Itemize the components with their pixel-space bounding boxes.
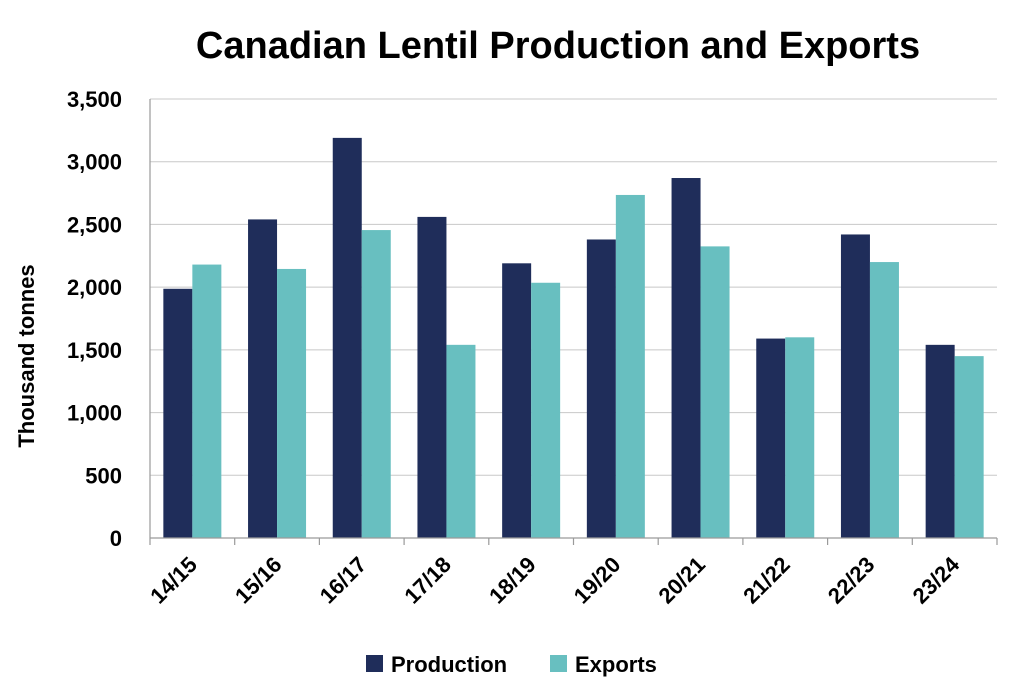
- chart-title: Canadian Lentil Production and Exports: [196, 25, 920, 67]
- bar-exports-23-24: [954, 356, 984, 538]
- x-tick-label: 22/23: [823, 552, 880, 609]
- bar-exports-17-18: [446, 344, 476, 538]
- x-tick-label: 23/24: [908, 551, 965, 608]
- bar-exports-19-20: [615, 194, 645, 538]
- y-tick-label: 3,500: [67, 87, 122, 112]
- bar-production-16-17: [332, 137, 362, 538]
- bar-production-20-21: [671, 178, 701, 538]
- x-axis-ticks: 14/15 15/16 16/17 17/18 18/19 19/20 20/21 21/22…: [145, 538, 998, 609]
- x-tick-label: 16/17: [315, 552, 372, 609]
- bar-production-18-19: [502, 263, 532, 538]
- bar-production-19-20: [586, 239, 616, 539]
- bar-exports-15-16: [277, 268, 307, 538]
- bars: [163, 137, 984, 539]
- legend-label-production: Production: [391, 652, 507, 677]
- x-tick-label: 21/22: [738, 552, 795, 609]
- legend: Production Exports: [366, 652, 657, 677]
- bar-exports-18-19: [531, 282, 561, 538]
- x-tick-label: 18/19: [484, 552, 541, 609]
- bar-exports-22-23: [869, 262, 899, 538]
- y-axis-ticks: 0 500 1,000 1,500 2,000 2,500 3,000 3,500: [67, 87, 122, 551]
- x-tick-label: 20/21: [653, 552, 710, 609]
- bar-exports-14-15: [192, 264, 222, 538]
- bar-production-15-16: [248, 219, 278, 538]
- x-tick-label: 14/15: [145, 552, 202, 609]
- y-tick-label: 500: [85, 463, 122, 488]
- x-tick-label: 15/16: [230, 552, 287, 609]
- bar-production-21-22: [756, 338, 786, 538]
- legend-swatch-exports: [550, 655, 567, 672]
- x-tick-label: 19/20: [569, 552, 626, 609]
- bar-production-22-23: [840, 234, 870, 538]
- y-tick-label: 3,000: [67, 150, 122, 175]
- bar-production-14-15: [163, 288, 193, 538]
- y-tick-label: 2,000: [67, 275, 122, 300]
- y-tick-label: 2,500: [67, 212, 122, 237]
- legend-swatch-production: [366, 655, 383, 672]
- bar-production-23-24: [925, 344, 955, 538]
- bar-exports-21-22: [785, 337, 815, 538]
- bar-exports-20-21: [700, 246, 730, 538]
- legend-label-exports: Exports: [575, 652, 657, 677]
- y-axis-label: Thousand tonnes: [14, 264, 39, 447]
- y-tick-label: 0: [110, 526, 122, 551]
- y-tick-label: 1,000: [67, 401, 122, 426]
- bar-production-17-18: [417, 216, 447, 538]
- x-tick-label: 17/18: [399, 552, 456, 609]
- bar-exports-16-17: [361, 230, 391, 538]
- y-tick-label: 1,500: [67, 338, 122, 363]
